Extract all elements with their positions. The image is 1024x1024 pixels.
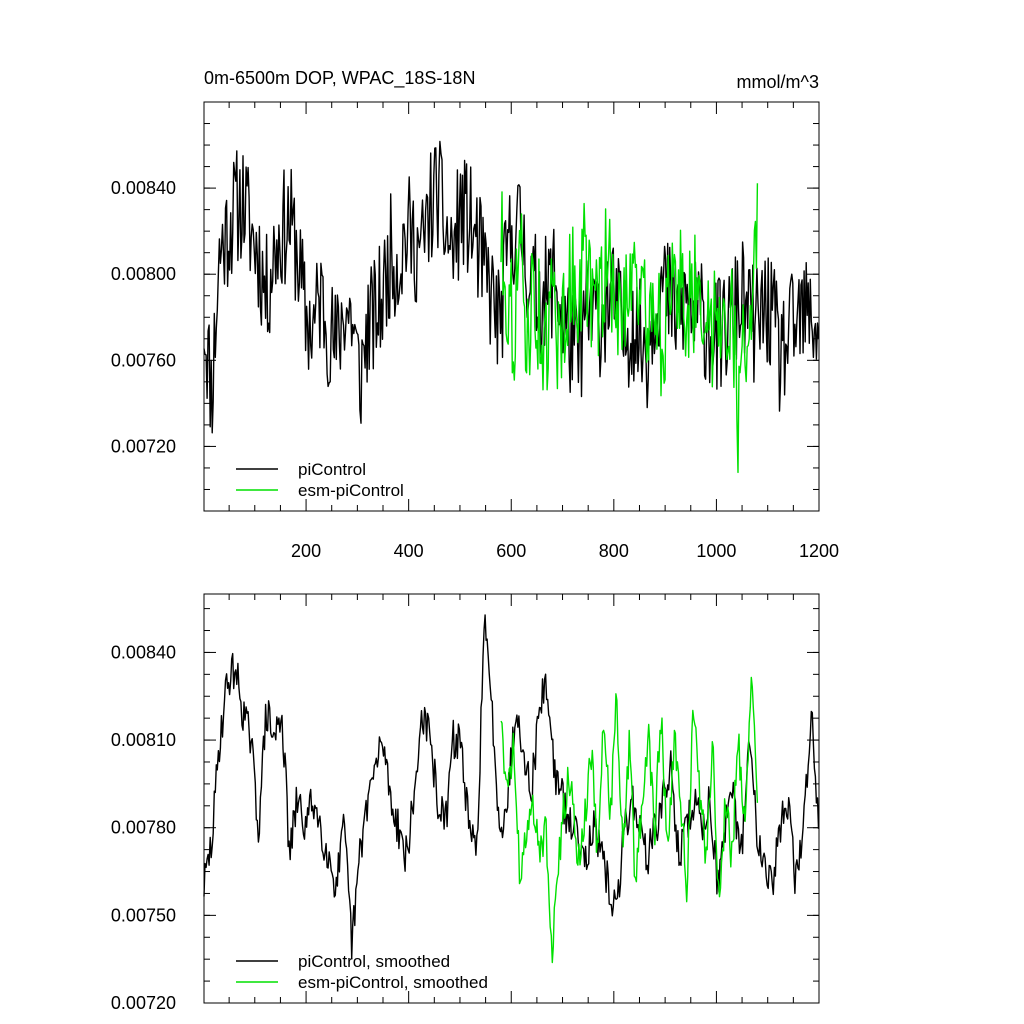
x-tick-label: 400 bbox=[394, 541, 424, 561]
bottom-panel: 0.00720 0.00750 0.00780 0.00810 0.00840 piCo… bbox=[111, 593, 820, 1013]
x-tick-label: 600 bbox=[496, 541, 526, 561]
x-tick-label: 1000 bbox=[696, 541, 736, 561]
y-tick-label: 0.00720 bbox=[111, 993, 176, 1013]
bottom-axes: 0.00720 0.00750 0.00780 0.00810 0.00840 bbox=[111, 594, 820, 1013]
top-panel: 0m-6500m DOP, WPAC_18S-18N mmol/m^3 0.00… bbox=[111, 68, 839, 561]
legend-label-picontrol: piControl bbox=[298, 460, 366, 479]
chart-title: 0m-6500m DOP, WPAC_18S-18N bbox=[204, 68, 475, 89]
y-tick-label: 0.00810 bbox=[111, 730, 176, 750]
x-tick-label: 800 bbox=[599, 541, 629, 561]
units-label: mmol/m^3 bbox=[737, 72, 819, 92]
top-plot-area bbox=[203, 140, 820, 474]
y-tick-label: 0.00840 bbox=[111, 642, 176, 662]
series-line-esm-picontrol-smoothed bbox=[500, 676, 759, 964]
x-tick-label: 1200 bbox=[799, 541, 839, 561]
y-tick-label: 0.00800 bbox=[111, 264, 176, 284]
series-line-picontrol bbox=[203, 140, 820, 434]
legend-label-esm-picontrol-smoothed: esm-piControl, smoothed bbox=[298, 973, 488, 992]
legend-label-esm-picontrol: esm-piControl bbox=[298, 481, 404, 500]
top-axes: 0.00720 0.00760 0.00800 0.00840 200 400 600 800… bbox=[111, 101, 839, 561]
y-tick-label: 0.00780 bbox=[111, 818, 176, 838]
y-tick-label: 0.00750 bbox=[111, 905, 176, 925]
y-tick-label: 0.00720 bbox=[111, 436, 176, 456]
legend-label-picontrol-smoothed: piControl, smoothed bbox=[298, 952, 450, 971]
top-legend: piControl esm-piControl bbox=[236, 460, 404, 500]
y-tick-label: 0.00840 bbox=[111, 178, 176, 198]
series-line-picontrol-smoothed bbox=[203, 614, 820, 960]
series-line-esm-picontrol bbox=[500, 183, 759, 474]
x-tick-label: 200 bbox=[291, 541, 321, 561]
y-tick-label: 0.00760 bbox=[111, 350, 176, 370]
bottom-legend: piControl, smoothed esm-piControl, smoot… bbox=[236, 952, 488, 992]
bottom-plot-area bbox=[203, 614, 820, 964]
